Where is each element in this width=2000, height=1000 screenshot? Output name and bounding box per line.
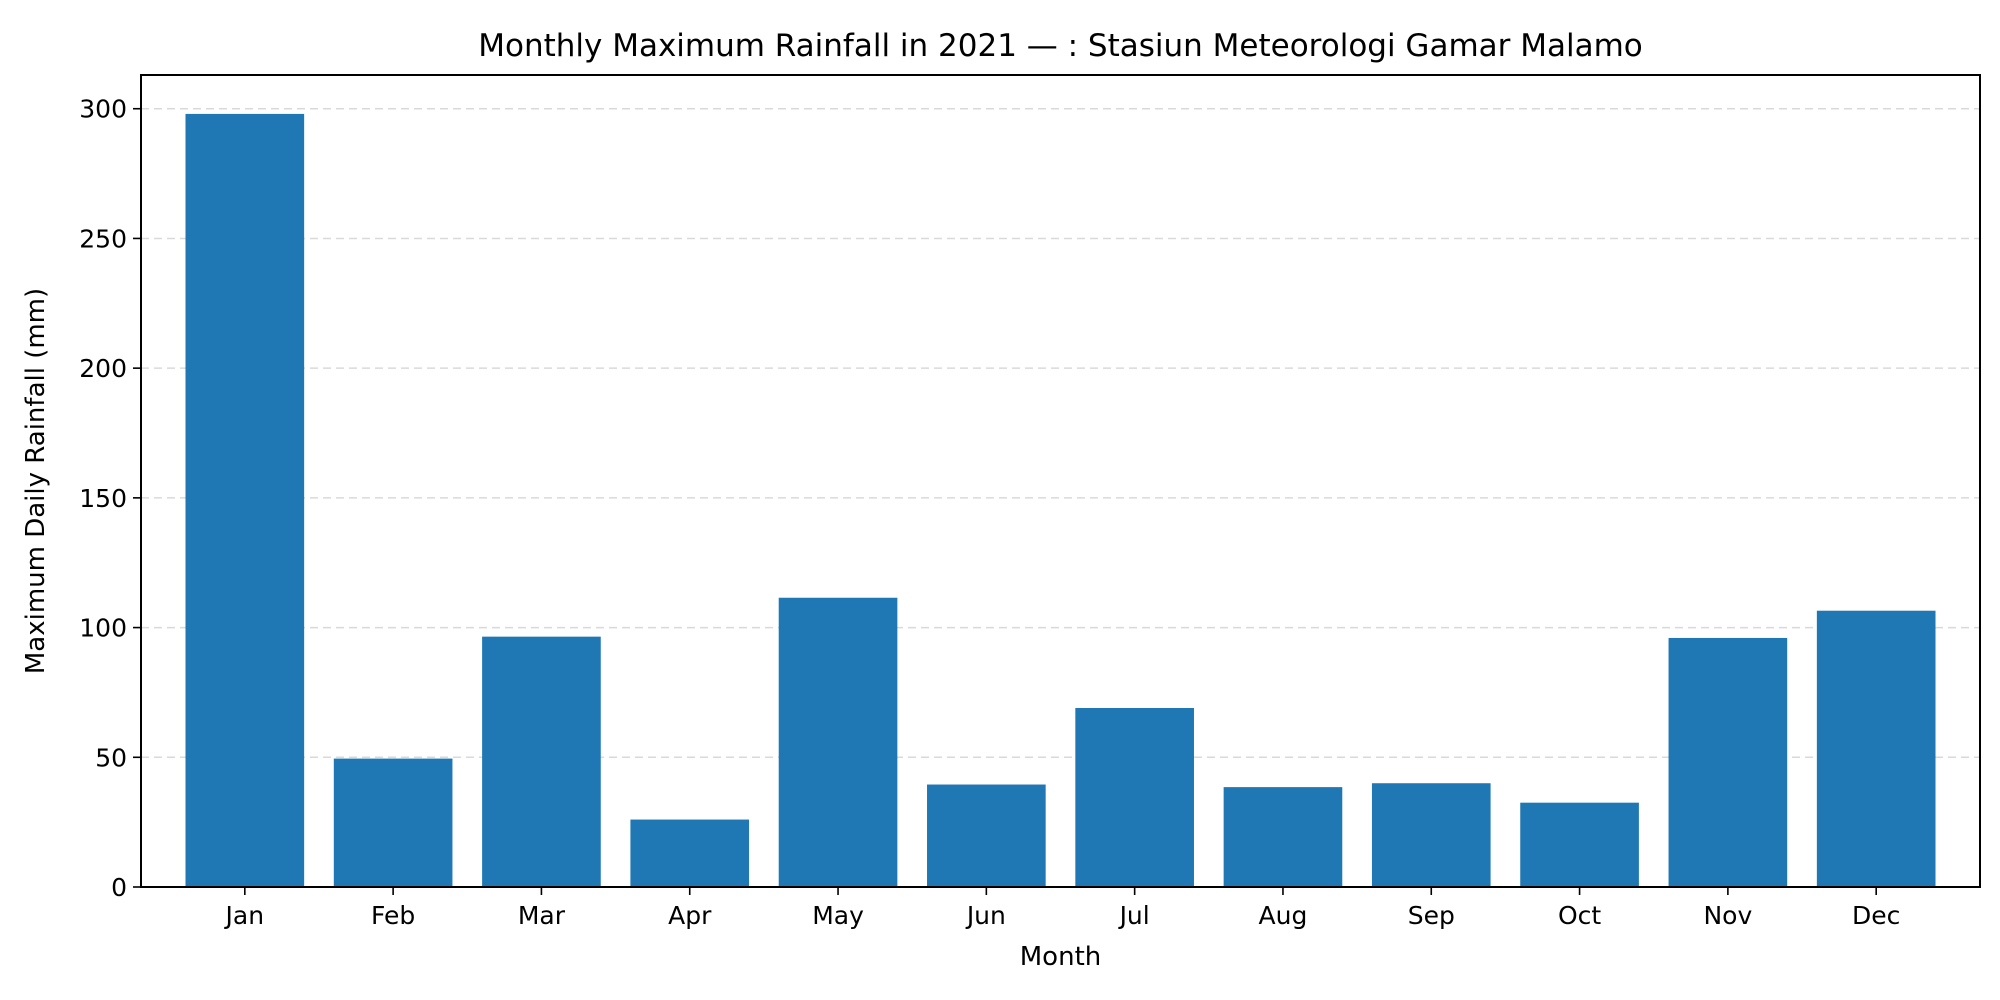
bar-jan — [185, 113, 305, 887]
x-tick-label: Nov — [1703, 901, 1752, 930]
x-tick-label: Jan — [224, 901, 265, 930]
x-tick-label: Feb — [371, 901, 415, 930]
x-tick-label: May — [812, 901, 864, 930]
bar-nov — [1668, 637, 1788, 887]
bar-apr — [630, 819, 750, 887]
plot-area-frame — [140, 74, 1981, 888]
bar-sep — [1371, 783, 1491, 887]
y-tick-label: 200 — [79, 354, 127, 383]
y-tick-label: 150 — [79, 484, 127, 513]
x-tick-label: Jun — [965, 901, 1006, 930]
x-tick-label: Mar — [518, 901, 566, 930]
x-axis-label: Month — [1020, 942, 1102, 972]
bar-feb — [333, 758, 453, 887]
bar-oct — [1520, 802, 1639, 887]
x-tick-label: Oct — [1558, 901, 1601, 930]
x-tick-label: Jul — [1118, 901, 1150, 930]
x-tick-label: Apr — [668, 901, 712, 930]
chart-title: Monthly Maximum Rainfall in 2021 — : Sta… — [478, 28, 1643, 64]
y-tick-label: 50 — [95, 743, 127, 772]
x-tick-label: Aug — [1259, 901, 1308, 930]
bar-aug — [1223, 787, 1343, 887]
y-tick-label: 300 — [79, 95, 127, 124]
y-axis: 0 50 100 150 200 250 300 — [79, 95, 141, 902]
y-tick-label: 100 — [79, 614, 127, 643]
x-tick-label: Dec — [1852, 901, 1900, 930]
bar-may — [778, 597, 898, 887]
y-tick-label: 0 — [111, 873, 127, 902]
y-axis-label: Maximum Daily Rainfall (mm) — [21, 288, 51, 674]
y-tick-label: 250 — [79, 224, 127, 253]
x-tick-label: Sep — [1408, 901, 1455, 930]
gridlines — [141, 107, 1980, 759]
bars — [185, 113, 1936, 887]
bar-jun — [927, 784, 1046, 887]
bar-jul — [1075, 707, 1194, 887]
x-axis: Jan Feb Mar Apr May Jun Jul Aug Sep Oct Nov Dec — [224, 887, 1900, 930]
bar-mar — [482, 636, 601, 887]
bar-dec — [1816, 610, 1936, 887]
